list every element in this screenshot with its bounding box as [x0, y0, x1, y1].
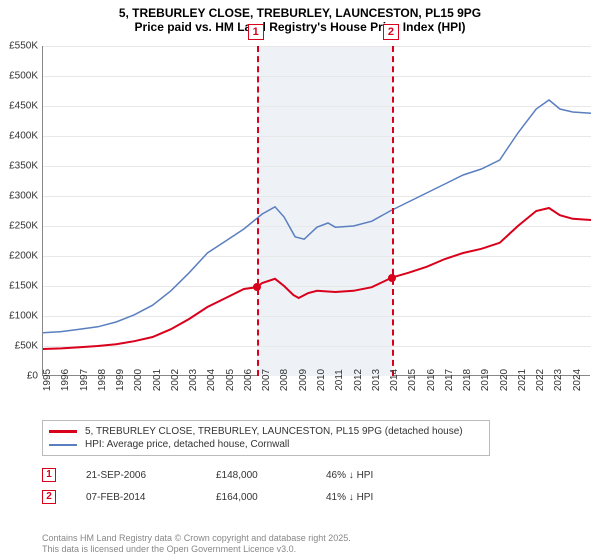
ytick-label: £350K	[9, 161, 38, 172]
ytick-label: £150K	[9, 281, 38, 292]
ytick-label: £200K	[9, 251, 38, 262]
xtick-label: 1999	[115, 369, 126, 391]
sale-marker-2: 2	[42, 490, 56, 504]
sale-date-1: 21-SEP-2006	[86, 470, 186, 481]
xtick-label: 1995	[42, 369, 53, 391]
series-price_paid	[43, 208, 591, 349]
xtick-label: 2020	[499, 369, 510, 391]
ytick-label: £450K	[9, 101, 38, 112]
xtick-label: 2007	[261, 369, 272, 391]
sale-row: 2 07-FEB-2014 £164,000 41% ↓ HPI	[42, 486, 582, 508]
xtick-label: 2006	[243, 369, 254, 391]
legend-row-series2: HPI: Average price, detached house, Corn…	[49, 438, 483, 451]
ytick-label: £50K	[15, 341, 38, 352]
xtick-label: 2018	[462, 369, 473, 391]
line-plot-svg	[43, 46, 591, 376]
chart-area: £0£50K£100K£150K£200K£250K£300K£350K£400…	[42, 46, 590, 406]
legend-box: 5, TREBURLEY CLOSE, TREBURLEY, LAUNCESTO…	[42, 420, 490, 456]
xtick-label: 2011	[334, 369, 345, 391]
xtick-label: 1998	[97, 369, 108, 391]
legend-label-1: 5, TREBURLEY CLOSE, TREBURLEY, LAUNCESTO…	[85, 426, 463, 437]
sale-delta-2: 41% ↓ HPI	[326, 492, 406, 503]
xtick-label: 2009	[298, 369, 309, 391]
xtick-label: 2023	[553, 369, 564, 391]
xtick-label: 2022	[535, 369, 546, 391]
xtick-label: 2008	[279, 369, 290, 391]
ytick-label: £0	[27, 371, 38, 382]
xtick-label: 2005	[225, 369, 236, 391]
footer-attribution: Contains HM Land Registry data © Crown c…	[42, 533, 351, 556]
footer-line2: This data is licensed under the Open Gov…	[42, 544, 351, 556]
xtick-label: 1997	[79, 369, 90, 391]
marker-box-2: 2	[383, 24, 399, 40]
legend-label-2: HPI: Average price, detached house, Corn…	[85, 439, 289, 450]
xtick-label: 2021	[517, 369, 528, 391]
sales-table: 1 21-SEP-2006 £148,000 46% ↓ HPI 2 07-FE…	[42, 464, 582, 508]
xtick-label: 2012	[353, 369, 364, 391]
marker-box-1: 1	[248, 24, 264, 40]
sale-dot-2	[388, 274, 396, 282]
xtick-label: 2001	[152, 369, 163, 391]
xtick-label: 2000	[133, 369, 144, 391]
legend-swatch-2	[49, 444, 77, 446]
sale-marker-1: 1	[42, 468, 56, 482]
sale-dot-1	[253, 283, 261, 291]
title-line2: Price paid vs. HM Land Registry's House …	[0, 20, 600, 34]
xtick-label: 2010	[316, 369, 327, 391]
legend-swatch-1	[49, 430, 77, 433]
marker-line-1	[257, 46, 259, 376]
legend-row-series1: 5, TREBURLEY CLOSE, TREBURLEY, LAUNCESTO…	[49, 425, 483, 438]
xtick-label: 2002	[170, 369, 181, 391]
plot-region	[42, 46, 590, 376]
xtick-label: 2013	[371, 369, 382, 391]
legend-block: 5, TREBURLEY CLOSE, TREBURLEY, LAUNCESTO…	[42, 420, 582, 508]
chart-title-block: 5, TREBURLEY CLOSE, TREBURLEY, LAUNCESTO…	[0, 0, 600, 36]
ytick-label: £550K	[9, 41, 38, 52]
xtick-label: 2004	[206, 369, 217, 391]
xtick-label: 2015	[407, 369, 418, 391]
ytick-label: £100K	[9, 311, 38, 322]
footer-line1: Contains HM Land Registry data © Crown c…	[42, 533, 351, 545]
sale-price-2: £164,000	[216, 492, 296, 503]
sale-delta-1: 46% ↓ HPI	[326, 470, 406, 481]
xtick-label: 2019	[480, 369, 491, 391]
xtick-label: 2016	[426, 369, 437, 391]
title-line1: 5, TREBURLEY CLOSE, TREBURLEY, LAUNCESTO…	[0, 6, 600, 20]
sale-price-1: £148,000	[216, 470, 296, 481]
ytick-label: £500K	[9, 71, 38, 82]
xtick-label: 1996	[60, 369, 71, 391]
xtick-label: 2024	[572, 369, 583, 391]
series-hpi	[43, 100, 591, 333]
marker-line-2	[392, 46, 394, 376]
ytick-label: £300K	[9, 191, 38, 202]
xtick-label: 2003	[188, 369, 199, 391]
xtick-label: 2014	[389, 369, 400, 391]
ytick-label: £250K	[9, 221, 38, 232]
xtick-label: 2017	[444, 369, 455, 391]
sale-row: 1 21-SEP-2006 £148,000 46% ↓ HPI	[42, 464, 582, 486]
ytick-label: £400K	[9, 131, 38, 142]
sale-date-2: 07-FEB-2014	[86, 492, 186, 503]
